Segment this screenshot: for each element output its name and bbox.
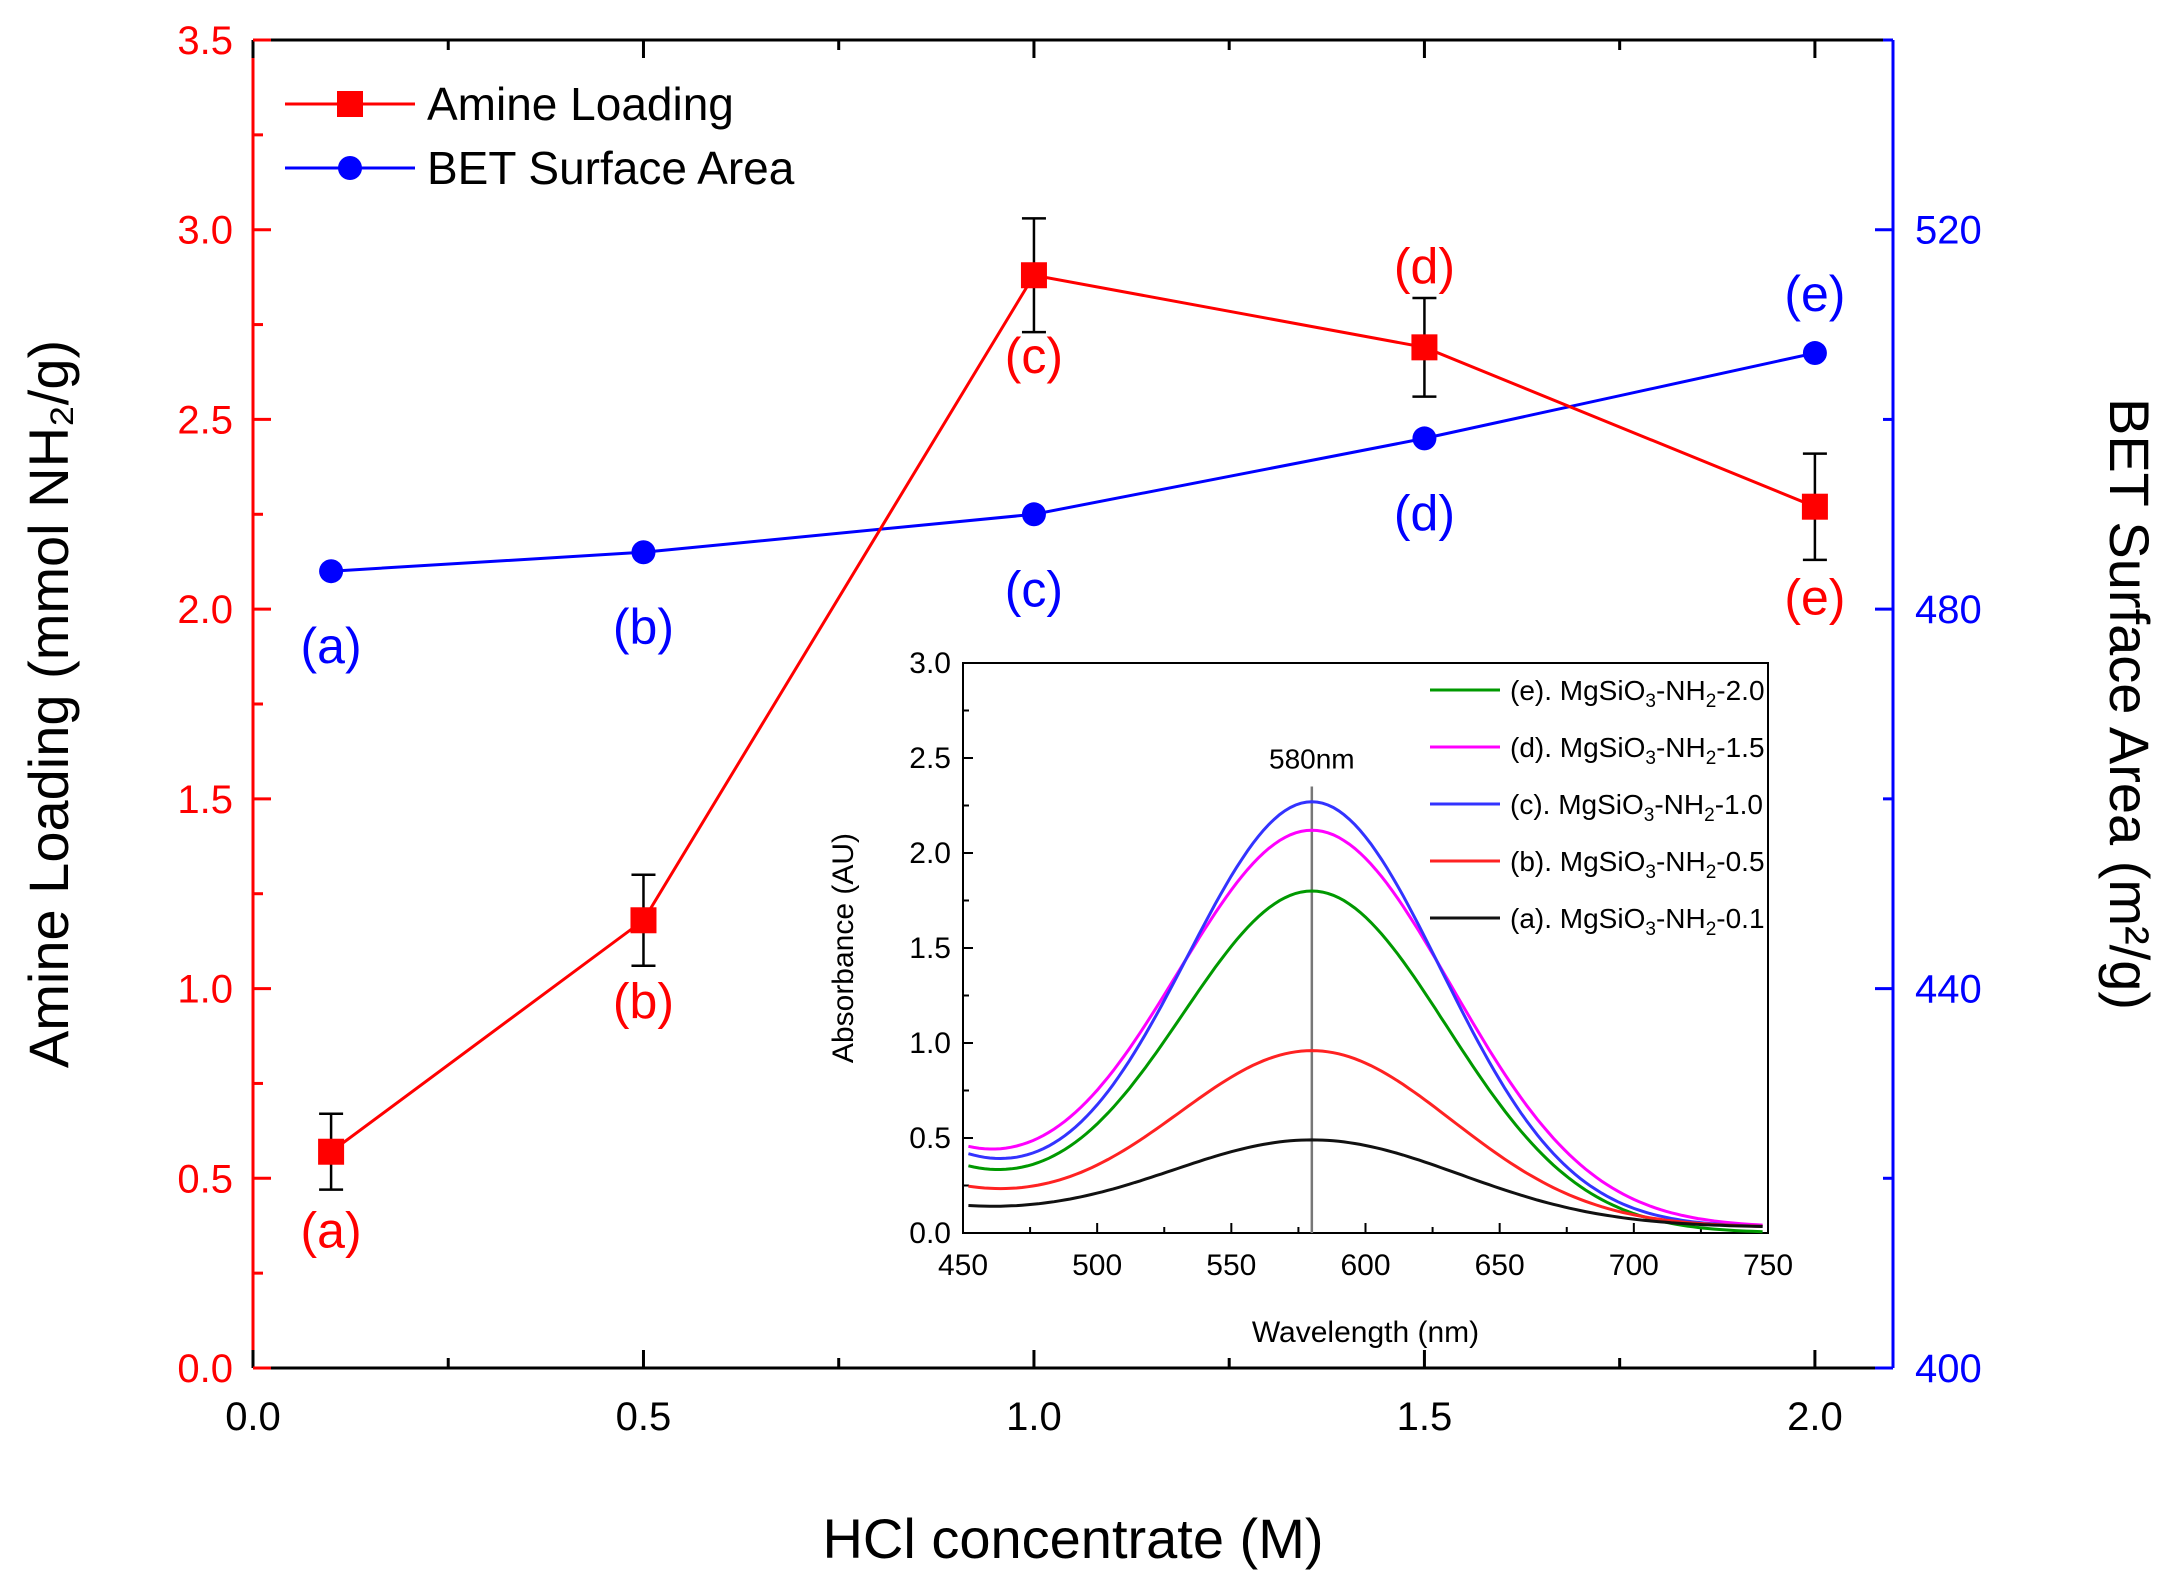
amine-series-line — [330, 273, 1816, 1153]
amine-point — [1020, 262, 1047, 289]
bet-point-label: (b) — [613, 599, 674, 655]
inset-x-tick-label: 650 — [1475, 1249, 1525, 1282]
x-tick-label: 1.5 — [1397, 1395, 1453, 1439]
bet-point-label: (c) — [1005, 561, 1063, 617]
y-left-tick-label: 3.0 — [177, 209, 233, 253]
amine-point — [1801, 493, 1828, 520]
inset-x-tick-label: 450 — [938, 1249, 988, 1282]
inset-legend-label: (a). MgSiO3-NH2-0.1 — [1510, 903, 1765, 940]
bet-point-label: (d) — [1394, 485, 1455, 541]
inset-chart: 450 500 550 600 650 700 750 Wavelength (nm) 0.0 0… — [827, 647, 1793, 1349]
bet-point-label: (a) — [301, 618, 362, 674]
amine-point — [630, 907, 657, 934]
inset-spectrum-line — [968, 800, 1763, 1228]
x-tick-label: 0.5 — [616, 1395, 672, 1439]
inset-legend-label: (b). MgSiO3-NH2-0.5 — [1510, 846, 1765, 883]
inset-y-axis-title: Absorbance (AU) — [827, 833, 860, 1063]
amine-point — [1411, 334, 1438, 361]
inset-y-tick-label: 0.0 — [909, 1217, 951, 1250]
inset-y-tick-label: 1.0 — [909, 1027, 951, 1060]
inset-x-axis-title: Wavelength (nm) — [1252, 1316, 1479, 1349]
inset-x-tick-label: 500 — [1072, 1249, 1122, 1282]
inset-x-tick-label: 550 — [1206, 1249, 1256, 1282]
amine-point-label: (c) — [1005, 328, 1063, 384]
amine-point-label: (a) — [301, 1203, 362, 1259]
inset-spectrum-line — [968, 828, 1763, 1227]
bet-series-line — [331, 351, 1816, 573]
inset-580nm-label: 580nm — [1269, 744, 1355, 775]
inset-x-tick-label: 700 — [1609, 1249, 1659, 1282]
amine-point-label: (d) — [1394, 238, 1455, 294]
y-left-tick-label: 1.5 — [177, 778, 233, 822]
inset-x-tick-label: 600 — [1340, 1249, 1390, 1282]
y-right-tick-label: 440 — [1915, 968, 1982, 1012]
x-tick-label: 0.0 — [225, 1395, 281, 1439]
inset-y-tick-label: 1.5 — [909, 932, 951, 965]
inset-legend-label: (d). MgSiO3-NH2-1.5 — [1510, 732, 1765, 769]
x-tick-label: 1.0 — [1006, 1395, 1062, 1439]
y-right-tick-label: 480 — [1915, 588, 1982, 632]
inset-y-tick-label: 2.0 — [909, 837, 951, 870]
amine-point-label: (e) — [1784, 570, 1845, 626]
y-left-tick-label: 1.0 — [177, 968, 233, 1012]
inset-y-tick-label: 3.0 — [909, 647, 951, 680]
x-axis-title: HCl concentrate (M) — [822, 1507, 1323, 1570]
bet-point — [1802, 341, 1827, 366]
amine-point-label: (b) — [613, 973, 674, 1029]
y-left-tick-label: 2.5 — [177, 398, 233, 442]
y-right-tick-label: 520 — [1915, 209, 1982, 253]
y-left-tick-label: 2.0 — [177, 588, 233, 632]
inset-spectrum-line — [968, 1138, 1763, 1228]
main-series: (a) (b) (c) (d) (e) (a) (b) (c) (d) (e) — [301, 217, 1845, 1259]
inset-y-tick-label: 0.5 — [909, 1122, 951, 1155]
inset-x-tick-label: 750 — [1743, 1249, 1793, 1282]
y-right-axis-title: BET Surface Area (m²/g) — [2098, 398, 2161, 1010]
bet-point — [631, 540, 656, 565]
y-left-tick-label: 3.5 — [177, 19, 233, 63]
bet-point — [1412, 426, 1437, 451]
inset-spectrum-line — [968, 1049, 1763, 1228]
x-tick-label: 2.0 — [1787, 1395, 1843, 1439]
bet-point — [1021, 502, 1046, 527]
y-left-tick-label: 0.0 — [177, 1347, 233, 1391]
bet-point-label: (e) — [1784, 266, 1845, 322]
bet-point — [319, 559, 344, 584]
inset-legend-label: (e). MgSiO3-NH2-2.0 — [1510, 675, 1765, 712]
inset-spectrum-line — [968, 889, 1763, 1234]
legend-bet-marker — [338, 156, 362, 180]
y-right-tick-label: 400 — [1915, 1347, 1982, 1391]
legend-amine-marker — [337, 91, 363, 117]
main-axes: 0.0 0.5 1.0 1.5 2.0 HCl concentrate (M) 0.0 0.5… — [17, 19, 2161, 1570]
y-left-axis-title: Amine Loading (mmol NH₂/g) — [17, 340, 80, 1068]
legend-amine-label: Amine Loading — [427, 78, 734, 130]
main-legend: Amine Loading BET Surface Area — [285, 78, 795, 194]
legend-bet-label: BET Surface Area — [427, 142, 795, 194]
inset-y-tick-label: 2.5 — [909, 742, 951, 775]
inset-legend-label: (c). MgSiO3-NH2-1.0 — [1510, 789, 1763, 826]
amine-point — [318, 1138, 345, 1165]
y-left-tick-label: 0.5 — [177, 1157, 233, 1201]
